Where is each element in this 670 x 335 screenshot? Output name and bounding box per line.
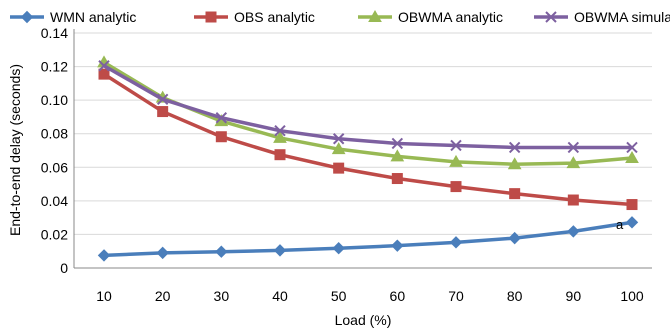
x-tick-label: 40 (272, 288, 288, 304)
data-point (215, 245, 228, 258)
data-point (273, 130, 287, 143)
legend-item: OBS analytic (194, 9, 315, 25)
legend-item: WMN analytic (10, 9, 136, 25)
marker-stroke (156, 93, 169, 106)
data-point (98, 68, 110, 80)
data-point (274, 149, 286, 161)
data-point (274, 124, 286, 137)
y-axis-label: End-to-end delay (seconds) (7, 64, 23, 236)
marker-stroke (98, 60, 110, 72)
x-tick-label: 20 (155, 288, 171, 304)
y-tick-label: 0 (60, 260, 68, 276)
data-point (567, 225, 580, 238)
series-obwma-analytic (97, 55, 639, 170)
legend-marker (368, 9, 382, 22)
legend: WMN analytic OBS analytic OBWMA analytic OB… (10, 9, 670, 25)
series-group (97, 55, 639, 262)
data-point (215, 131, 227, 143)
x-tick-label: 50 (331, 288, 347, 304)
x-tick-label: 30 (214, 288, 230, 304)
legend-marker (20, 10, 34, 24)
y-tick-label: 0.14 (41, 25, 68, 41)
series-obs-analytic (98, 68, 638, 211)
data-point (97, 249, 111, 262)
marker-stroke (391, 137, 404, 150)
data-point (450, 139, 462, 152)
marker-stroke (274, 124, 286, 137)
marker-stroke (626, 141, 638, 154)
x-tick-label: 10 (96, 288, 112, 304)
legend-label: OBWMA analytic (398, 9, 503, 25)
legend-label: OBS analytic (234, 9, 315, 25)
data-point (390, 149, 405, 162)
data-point (273, 244, 287, 257)
legend-marker (205, 11, 217, 23)
data-point (332, 133, 345, 145)
data-point (509, 188, 521, 200)
data-point (625, 151, 639, 164)
legend-item: OBWMA simulation (534, 9, 670, 25)
data-point (391, 173, 403, 185)
data-point (567, 141, 580, 154)
data-point (332, 241, 345, 255)
x-tick-label: 100 (620, 288, 644, 304)
data-point (450, 181, 462, 193)
data-point (157, 106, 169, 118)
legend-label: WMN analytic (50, 9, 136, 25)
axes: 0 0.02 0.04 0.06 0.08 0.10 0.12 0.14 10 20 30 40 50 6… (41, 25, 652, 304)
y-tick-label: 0.02 (41, 226, 68, 242)
data-point (626, 141, 638, 154)
y-tick-label: 0.10 (41, 92, 68, 108)
x-tick-label: 70 (448, 288, 464, 304)
data-point (566, 156, 581, 169)
legend-label: OBWMA simulation (574, 9, 670, 25)
x-tick-label: 80 (507, 288, 523, 304)
legend-marker (545, 11, 557, 23)
data-point (508, 231, 521, 245)
data-point (391, 239, 404, 252)
series-wmn-analytic (97, 216, 639, 262)
data-point (333, 162, 345, 174)
legend-item: OBWMA analytic (358, 9, 503, 25)
gridlines (74, 32, 652, 235)
x-axis-label: Load (%) (335, 312, 392, 328)
data-point (449, 236, 463, 249)
x-tick-label: 90 (566, 288, 582, 304)
data-point (567, 194, 579, 206)
marker-stroke (567, 141, 580, 154)
data-point (156, 93, 169, 106)
y-tick-label: 0.04 (41, 193, 68, 209)
y-tick-label: 0.08 (41, 126, 68, 142)
series-line (103, 64, 632, 150)
marker-stroke (215, 112, 228, 124)
series-obwma-simulation (98, 60, 638, 154)
data-point (449, 154, 463, 167)
data-point (156, 246, 169, 260)
marker-stroke (508, 141, 521, 154)
data-point (391, 137, 404, 150)
data-point (98, 60, 110, 72)
y-tick-label: 0.06 (41, 159, 68, 175)
data-point (331, 142, 346, 155)
annotation-label: a (616, 217, 624, 232)
marker-stroke (450, 139, 462, 152)
data-point (507, 157, 522, 170)
marker-stroke (545, 11, 557, 23)
x-tick-label: 60 (390, 288, 406, 304)
data-point (626, 199, 638, 211)
marker-stroke (332, 133, 345, 145)
series-line (103, 220, 633, 258)
data-point (625, 216, 639, 229)
data-point (215, 112, 228, 124)
series-line (103, 72, 633, 207)
y-tick-label: 0.12 (41, 59, 68, 75)
data-point (508, 141, 521, 154)
